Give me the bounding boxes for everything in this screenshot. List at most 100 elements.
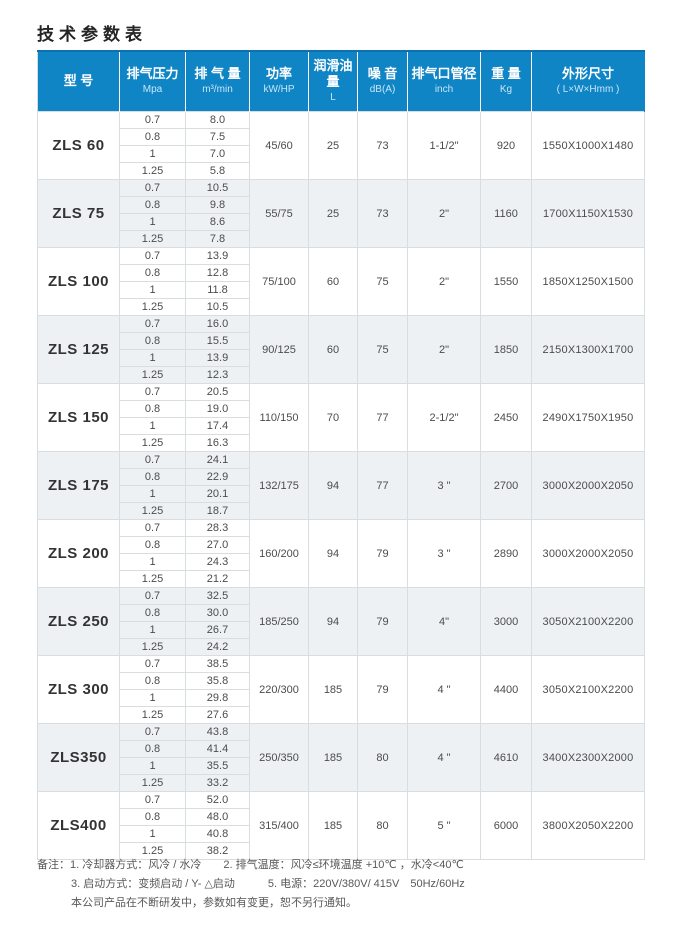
col-header-label: 外形尺寸 [561, 66, 614, 81]
displacement-value: 7.5 [185, 128, 250, 146]
col-header-unit: L [330, 92, 336, 103]
pressure-value: 1 [119, 145, 186, 163]
noise-value: 73 [357, 111, 408, 180]
pressure-value: 0.8 [119, 536, 186, 554]
oil-value: 60 [308, 315, 358, 384]
pressure-value: 0.7 [119, 655, 186, 673]
dimensions-value: 1850X1250X1500 [531, 247, 645, 316]
table-row: ZLS 100 0.7 13.9 75/100 60 75 2" 1550 18… [37, 247, 645, 316]
displacement-value: 8.6 [185, 213, 250, 231]
displacement-value: 24.1 [185, 451, 250, 469]
table-subrow: 1.25 7.8 [38, 230, 645, 248]
noise-value: 80 [357, 723, 408, 792]
displacement-value: 9.8 [185, 196, 250, 214]
pressure-value: 1.25 [119, 706, 186, 724]
displacement-value: 41.4 [185, 740, 250, 758]
col-header-oil: 润滑油量 L [308, 50, 358, 112]
table-subrow: 0.8 15.5 [38, 332, 645, 350]
col-header-pipe: 排气口管径 inch [407, 50, 481, 112]
col-header-label: 功率 [265, 66, 292, 81]
col-header-label: 排 气 量 [194, 66, 241, 81]
displacement-value: 7.8 [185, 230, 250, 248]
table-subrow: 1 29.8 [38, 689, 645, 707]
pressure-value: 0.7 [119, 723, 186, 741]
table-subrow: 0.8 41.4 [38, 740, 645, 758]
pipe-value: 2" [407, 315, 481, 384]
displacement-value: 11.8 [185, 281, 250, 299]
table-subrow: 1 7.0 [38, 145, 645, 163]
col-header-label: 重 量 [491, 66, 521, 81]
power-value: 160/200 [249, 519, 309, 588]
weight-value: 2450 [480, 383, 532, 452]
table-subrow: 0.8 27.0 [38, 536, 645, 554]
pressure-value: 1.25 [119, 230, 186, 248]
table-row: ZLS 125 0.7 16.0 90/125 60 75 2" 1850 21… [37, 315, 645, 384]
weight-value: 4610 [480, 723, 532, 792]
table-row: ZLS 60 0.7 8.0 45/60 25 73 1-1/2" 920 15… [37, 111, 645, 180]
table-subrow: 1.25 5.8 [38, 162, 645, 180]
pressure-value: 1.25 [119, 570, 186, 588]
displacement-value: 29.8 [185, 689, 250, 707]
pipe-value: 2" [407, 247, 481, 316]
weight-value: 6000 [480, 791, 532, 860]
model-name: ZLS 60 [37, 111, 120, 180]
table-subrow: 1.25 21.2 [38, 570, 645, 588]
table-subrow: 0.8 12.8 [38, 264, 645, 282]
weight-value: 1850 [480, 315, 532, 384]
table-subrow: 1 17.4 [38, 417, 645, 435]
weight-value: 3000 [480, 587, 532, 656]
pressure-value: 1 [119, 553, 186, 571]
col-header-weight: 重 量 Kg [480, 50, 532, 112]
displacement-value: 20.5 [185, 383, 250, 401]
table-subrow: 1.25 10.5 [38, 298, 645, 316]
table-row: ZLS 175 0.7 24.1 132/175 94 77 3 " 2700 … [37, 451, 645, 520]
noise-value: 79 [357, 587, 408, 656]
displacement-value: 35.5 [185, 757, 250, 775]
oil-value: 185 [308, 723, 358, 792]
pressure-value: 0.7 [119, 587, 186, 605]
displacement-value: 28.3 [185, 519, 250, 537]
model-name: ZLS350 [37, 723, 120, 792]
displacement-value: 24.2 [185, 638, 250, 656]
pressure-value: 1.25 [119, 842, 186, 860]
pressure-value: 0.8 [119, 196, 186, 214]
weight-value: 1160 [480, 179, 532, 248]
col-header-unit: dB(A) [369, 84, 396, 95]
table-row: ZLS 300 0.7 38.5 220/300 185 79 4 " 4400… [37, 655, 645, 724]
pipe-value: 2" [407, 179, 481, 248]
displacement-value: 24.3 [185, 553, 250, 571]
model-name: ZLS 200 [37, 519, 120, 588]
col-header-power: 功率 kW/HP [249, 50, 309, 112]
table-row: ZLS350 0.7 43.8 250/350 185 80 4 " 4610 … [37, 723, 645, 792]
col-header-noise: 噪 音 dB(A) [357, 50, 408, 112]
displacement-value: 10.5 [185, 298, 250, 316]
dimensions-value: 3000X2000X2050 [531, 519, 645, 588]
table-row: ZLS 250 0.7 32.5 185/250 94 79 4" 3000 3… [37, 587, 645, 656]
pressure-value: 0.8 [119, 808, 186, 826]
pressure-value: 0.8 [119, 604, 186, 622]
dimensions-value: 1700X1150X1530 [531, 179, 645, 248]
col-header-pressure: 排气压力 Mpa [119, 50, 186, 112]
power-value: 132/175 [249, 451, 309, 520]
displacement-value: 27.6 [185, 706, 250, 724]
model-name: ZLS 150 [37, 383, 120, 452]
power-value: 55/75 [249, 179, 309, 248]
table-row: ZLS 200 0.7 28.3 160/200 94 79 3 " 2890 … [37, 519, 645, 588]
footnote-line: 本公司产品在不断研发中，参数如有变更，恕不另行通知。 [71, 897, 357, 909]
col-header-label: 排气压力 [126, 66, 179, 81]
displacement-value: 20.1 [185, 485, 250, 503]
col-header-label: 型 号 [63, 73, 94, 88]
power-value: 185/250 [249, 587, 309, 656]
displacement-value: 15.5 [185, 332, 250, 350]
dimensions-value: 3050X2100X2200 [531, 587, 645, 656]
col-header-unit: Kg [499, 84, 513, 95]
pressure-value: 1 [119, 621, 186, 639]
noise-value: 75 [357, 247, 408, 316]
displacement-value: 12.8 [185, 264, 250, 282]
pressure-value: 0.7 [119, 451, 186, 469]
pipe-value: 4 " [407, 655, 481, 724]
pressure-value: 1 [119, 485, 186, 503]
power-value: 220/300 [249, 655, 309, 724]
displacement-value: 43.8 [185, 723, 250, 741]
